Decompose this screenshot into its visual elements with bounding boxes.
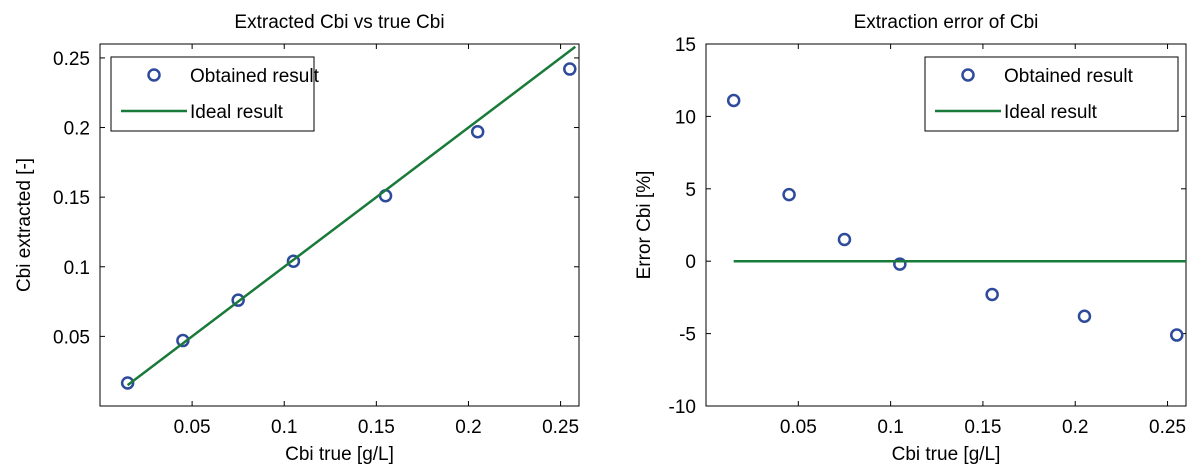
data-point-obtained-result bbox=[286, 254, 301, 268]
x-tick-label: 0.1 bbox=[877, 417, 903, 438]
y-tick-label: 0.25 bbox=[53, 49, 90, 70]
legend-entry-label: Obtained result bbox=[190, 66, 320, 87]
legend-entry-label: Obtained result bbox=[1004, 66, 1134, 87]
y-tick-label: 0 bbox=[685, 252, 696, 273]
legend-entry-label: Ideal result bbox=[190, 102, 284, 123]
y-tick-label: 0.05 bbox=[53, 327, 90, 348]
chart-extracted-vs-true: Extracted Cbi vs true Cbi 0.05 0.1 0.15 0.2 0… bbox=[14, 12, 580, 465]
x-tick-label: 0.05 bbox=[780, 417, 817, 438]
x-tick-label: 0.25 bbox=[1149, 417, 1186, 438]
y-axis-label: Cbi extracted [-] bbox=[14, 158, 35, 292]
y-tick-label: 0.1 bbox=[64, 258, 90, 279]
data-point-obtained-result bbox=[893, 257, 907, 271]
data-point-obtained-result bbox=[782, 187, 796, 202]
x-tick-label: 0.15 bbox=[964, 417, 1001, 438]
legend-marker-swatch bbox=[961, 68, 975, 82]
data-point-obtained-result bbox=[563, 62, 577, 76]
data-point-obtained-result bbox=[231, 293, 245, 307]
y-tick-label: 10 bbox=[675, 107, 696, 128]
chart-title: Extracted Cbi vs true Cbi bbox=[234, 12, 444, 33]
x-axis-label: Cbi true [g/L] bbox=[892, 444, 1001, 465]
y-tick-label: -5 bbox=[679, 325, 696, 346]
y-tick-label: 5 bbox=[685, 180, 696, 201]
data-point-obtained-result bbox=[1077, 309, 1092, 323]
data-point-obtained-result bbox=[985, 287, 999, 302]
chart-title: Extraction error of Cbi bbox=[854, 12, 1039, 33]
y-tick-label: 15 bbox=[675, 35, 696, 56]
x-tick-label: 0.2 bbox=[1062, 417, 1088, 438]
legend-box bbox=[110, 56, 315, 132]
data-point-obtained-result bbox=[837, 232, 852, 247]
x-tick-label: 0.25 bbox=[542, 417, 579, 438]
y-axis-label: Error Cbi [%] bbox=[634, 171, 655, 280]
plot-frame bbox=[705, 43, 1187, 407]
x-axis-label: Cbi true [g/L] bbox=[285, 444, 394, 465]
y-tick-label: -10 bbox=[669, 397, 696, 418]
legend-marker-swatch bbox=[147, 68, 161, 82]
x-tick-label: 0.15 bbox=[358, 417, 395, 438]
data-point-obtained-result bbox=[120, 376, 135, 390]
plot-frame bbox=[99, 43, 580, 407]
x-tick-label: 0.2 bbox=[455, 417, 481, 438]
series-line-ideal-result bbox=[126, 45, 577, 387]
legend-entry-label: Ideal result bbox=[1004, 102, 1098, 123]
x-tick-label: 0.05 bbox=[174, 417, 211, 438]
x-tick-label: 0.1 bbox=[271, 417, 297, 438]
data-point-obtained-result bbox=[726, 93, 741, 108]
data-point-obtained-result bbox=[470, 124, 485, 139]
y-tick-label: 0.2 bbox=[64, 119, 90, 140]
chart-extraction-error: Extraction error of Cbi 0.05 0.1 0.15 0.2 0.2… bbox=[634, 12, 1187, 465]
data-point-obtained-result bbox=[1170, 328, 1184, 342]
y-tick-label: 0.15 bbox=[53, 188, 90, 209]
